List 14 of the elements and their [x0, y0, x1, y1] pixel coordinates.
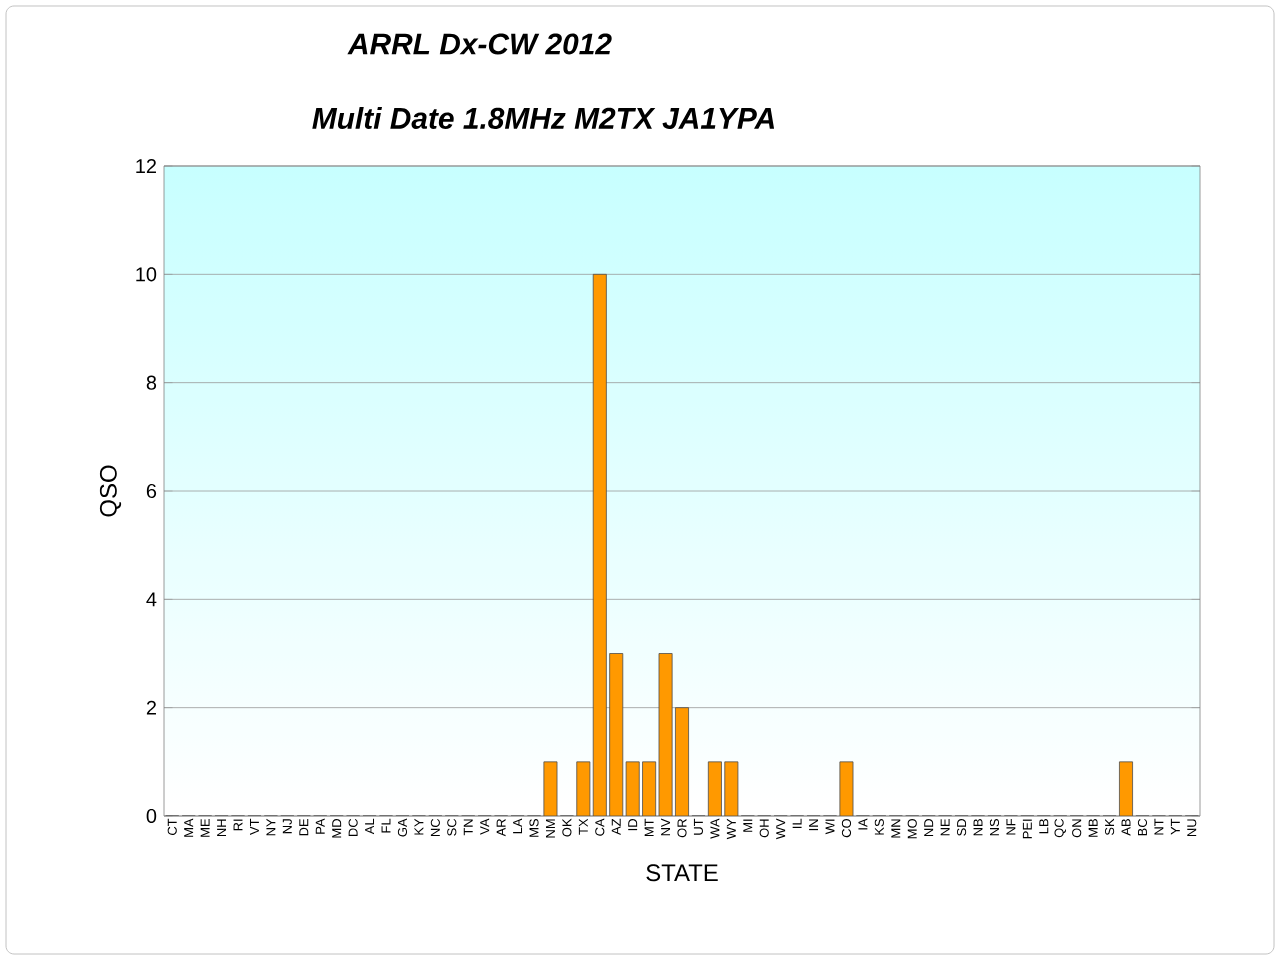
chart-subtitle: Multi Date 1.8MHz M2TX JA1YPA: [312, 107, 775, 129]
y-tick-label: 8: [146, 375, 157, 390]
x-axis-title: STATE: [646, 864, 718, 882]
y-tick-label: 2: [146, 700, 156, 715]
y-tick-label: 10: [136, 267, 157, 282]
bar: [609, 653, 624, 816]
y-tick-label: 0: [146, 808, 157, 824]
y-tick-label: 4: [146, 592, 157, 607]
bar: [592, 273, 607, 816]
y-tick-label: 12: [136, 159, 156, 173]
y-tick-label: 6: [146, 483, 157, 499]
bar: [675, 707, 689, 816]
chart-title: ARRL Dx-CW 2012: [347, 33, 612, 55]
y-axis-title: QSO: [99, 465, 122, 517]
